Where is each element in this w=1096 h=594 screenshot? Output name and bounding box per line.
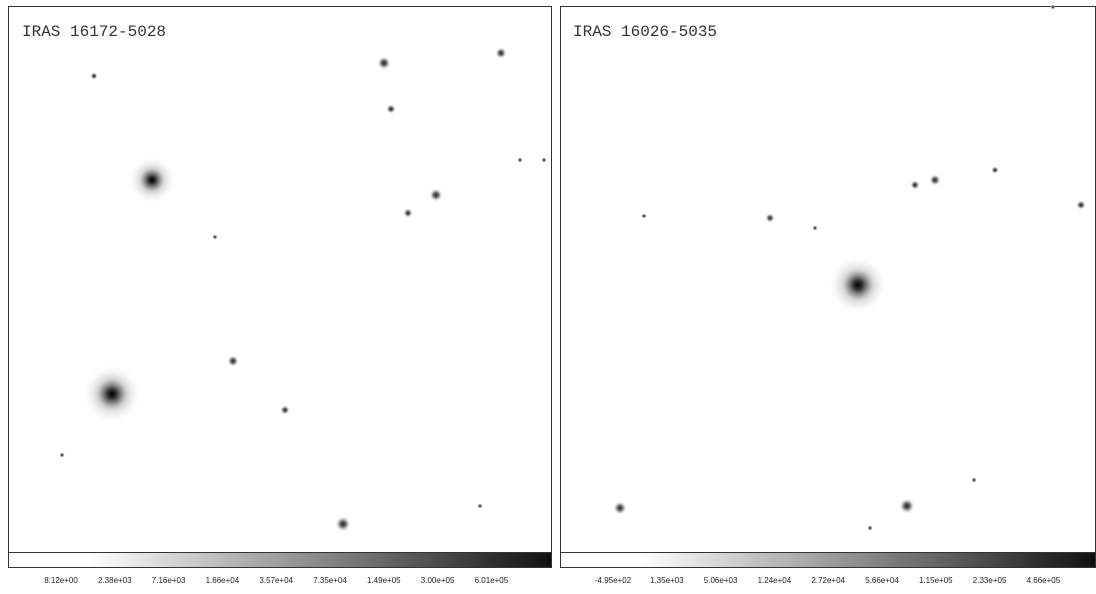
colorbar-label: 7.35e+04 (313, 576, 347, 585)
colorbar-label: 2.38e+03 (98, 576, 132, 585)
colorbar-label: 8.12e+00 (44, 576, 78, 585)
colorbar (9, 553, 552, 568)
colorbar-label: 7.16e+03 (152, 576, 186, 585)
colorbar-label: 1.15e+05 (919, 576, 953, 585)
colorbar-label: 2.72e+04 (811, 576, 845, 585)
colorbar-label: -4.95e+02 (595, 576, 632, 585)
colorbar-labels: -4.95e+02 1.35e+03 5.06e+03 1.24e+04 2.72e+0… (595, 576, 1061, 585)
colorbar-label: 1.35e+03 (650, 576, 684, 585)
panel-title: IRAS 16172-5028 (22, 23, 166, 41)
colorbar-label: 1.66e+04 (206, 576, 240, 585)
left-panel: IRAS 16172-5028 8.12e+00 2.38e+03 7.16e+03… (9, 7, 552, 586)
page: IRAS 16172-5028 8.12e+00 2.38e+03 7.16e+03… (0, 0, 1096, 594)
colorbar-label: 3.00e+05 (421, 576, 455, 585)
colorbar-labels: 8.12e+00 2.38e+03 7.16e+03 1.66e+04 3.57e+04… (44, 576, 509, 585)
colorbar-label: 2.33e+05 (973, 576, 1007, 585)
panel-title: IRAS 16026-5035 (573, 23, 717, 41)
colorbar-label: 1.24e+04 (758, 576, 792, 585)
screenshot: IRAS 16172-5028 8.12e+00 2.38e+03 7.16e+03… (0, 0, 1096, 594)
colorbar-label: 4.66e+05 (1027, 576, 1061, 585)
right-panel: IRAS 16026-5035 -4.95e+02 1.35e+03 5.06e+0… (561, 4, 1096, 585)
colorbar-label: 3.57e+04 (259, 576, 293, 585)
colorbar (561, 553, 1096, 568)
image-frame (9, 7, 552, 553)
image-frame (561, 7, 1096, 553)
colorbar-label: 5.06e+03 (704, 576, 738, 585)
colorbar-label: 5.66e+04 (865, 576, 899, 585)
colorbar-label: 6.01e+05 (475, 576, 509, 585)
colorbar-label: 1.49e+05 (367, 576, 401, 585)
